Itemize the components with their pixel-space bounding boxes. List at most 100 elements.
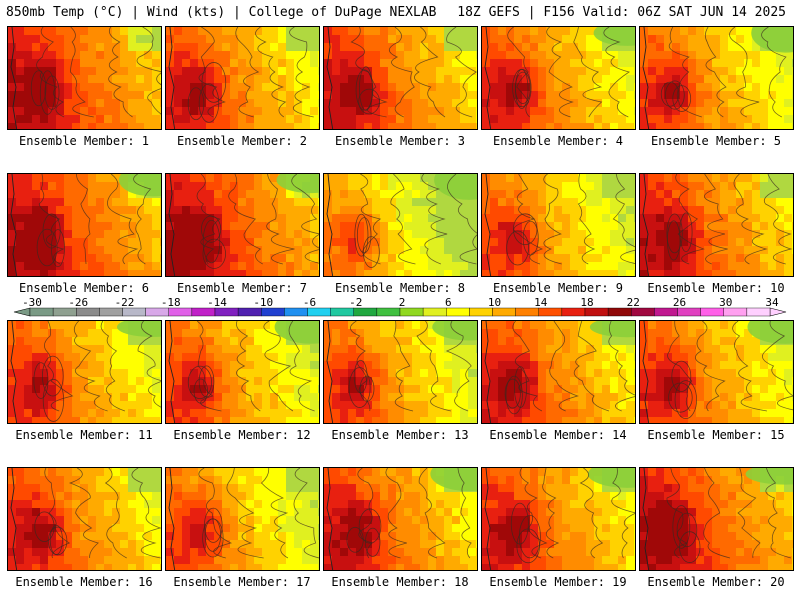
temperature-cell xyxy=(340,43,349,52)
temperature-cell xyxy=(318,67,319,76)
temperature-cell xyxy=(190,393,199,402)
temperature-cell xyxy=(136,107,145,116)
temperature-cell xyxy=(712,254,721,263)
temperature-cell xyxy=(404,99,413,108)
temperature-cell xyxy=(744,214,753,223)
temperature-cell xyxy=(262,254,271,263)
height-contour xyxy=(549,321,579,412)
temperature-cell xyxy=(166,484,175,493)
temperature-cell xyxy=(40,246,49,255)
temperature-cell xyxy=(262,67,271,76)
temperature-cell xyxy=(16,254,25,263)
temperature-cell xyxy=(238,230,247,239)
temperature-cell xyxy=(610,75,619,84)
temperature-cell xyxy=(562,337,571,346)
temperature-cell xyxy=(460,508,469,517)
temperature-cell xyxy=(80,524,89,533)
temperature-cell xyxy=(182,500,191,509)
temperature-cell xyxy=(8,516,17,525)
temperature-cell xyxy=(104,401,113,410)
temperature-cell xyxy=(404,75,413,84)
temperature-cell xyxy=(238,43,247,52)
height-contour xyxy=(289,27,314,118)
temperature-cell xyxy=(476,91,477,100)
temperature-cell xyxy=(286,508,295,517)
temperature-cell xyxy=(618,353,627,362)
temperature-cell xyxy=(120,540,129,549)
temperature-cell xyxy=(404,329,413,338)
temperature-cell xyxy=(476,409,477,418)
temperature-cell xyxy=(412,393,421,402)
temperature-cell xyxy=(254,270,263,276)
terrain-contour xyxy=(42,378,65,422)
temperature-cell xyxy=(96,540,105,549)
temperature-cell xyxy=(230,540,239,549)
temperature-cell xyxy=(452,345,461,354)
temperature-cell xyxy=(498,222,507,231)
temperature-cell xyxy=(152,548,161,557)
temperature-cell xyxy=(404,484,413,493)
temperature-cell xyxy=(364,238,373,247)
temperature-cell xyxy=(214,27,223,36)
temperature-cell xyxy=(190,83,199,92)
temperature-cell xyxy=(452,409,461,418)
temperature-cell xyxy=(664,115,673,124)
temperature-cell xyxy=(246,115,255,124)
temperature-cell xyxy=(160,548,161,557)
temperature-cell xyxy=(246,43,255,52)
temperature-cell xyxy=(720,190,729,199)
temperature-cell xyxy=(302,540,311,549)
temperature-cell xyxy=(48,329,57,338)
temperature-cell xyxy=(538,377,547,386)
temperature-cell xyxy=(222,174,231,183)
temperature-cell xyxy=(152,540,161,549)
temperature-cell xyxy=(72,206,81,215)
temperature-cell xyxy=(16,417,25,423)
temperature-cell xyxy=(372,238,381,247)
temperature-cell xyxy=(688,43,697,52)
temperature-cell xyxy=(72,540,81,549)
temperature-cell xyxy=(618,270,627,276)
temperature-cell xyxy=(96,369,105,378)
temperature-cell xyxy=(704,107,713,116)
temperature-cell xyxy=(476,198,477,207)
temperature-cell xyxy=(752,107,761,116)
temperature-cell xyxy=(340,516,349,525)
temperature-cell xyxy=(48,182,57,191)
temperature-cell xyxy=(626,262,635,271)
temperature-cell xyxy=(388,222,397,231)
temperature-cell xyxy=(626,51,635,60)
temperature-cell xyxy=(736,369,745,378)
temperature-cell xyxy=(744,107,753,116)
temperature-cell xyxy=(594,500,603,509)
ensemble-panel xyxy=(481,467,636,571)
temperature-cell xyxy=(420,107,429,116)
temperature-cell xyxy=(206,27,215,36)
height-contour xyxy=(704,174,728,265)
temperature-cell xyxy=(468,524,477,533)
temperature-cell xyxy=(270,27,279,36)
temperature-cell xyxy=(476,369,477,378)
temperature-cell xyxy=(792,270,793,276)
temperature-cell xyxy=(48,361,57,370)
temperature-cell xyxy=(302,99,311,108)
temperature-cell xyxy=(246,254,255,263)
temperature-cell xyxy=(262,337,271,346)
temperature-cell xyxy=(294,254,303,263)
temperature-cell xyxy=(238,254,247,263)
temperature-cell xyxy=(712,214,721,223)
temperature-cell xyxy=(278,59,287,68)
temperature-cell xyxy=(570,67,579,76)
temperature-cell xyxy=(136,262,145,271)
temperature-cell xyxy=(736,353,745,362)
temperature-cell xyxy=(578,190,587,199)
temperature-cell xyxy=(318,99,319,108)
temperature-cell xyxy=(696,67,705,76)
terrain-contour xyxy=(358,66,373,111)
temperature-cell xyxy=(602,190,611,199)
temperature-cell xyxy=(412,43,421,52)
temperature-cell xyxy=(120,393,129,402)
temperature-cell xyxy=(586,492,595,501)
temperature-cell xyxy=(254,345,263,354)
temperature-cell xyxy=(136,99,145,108)
